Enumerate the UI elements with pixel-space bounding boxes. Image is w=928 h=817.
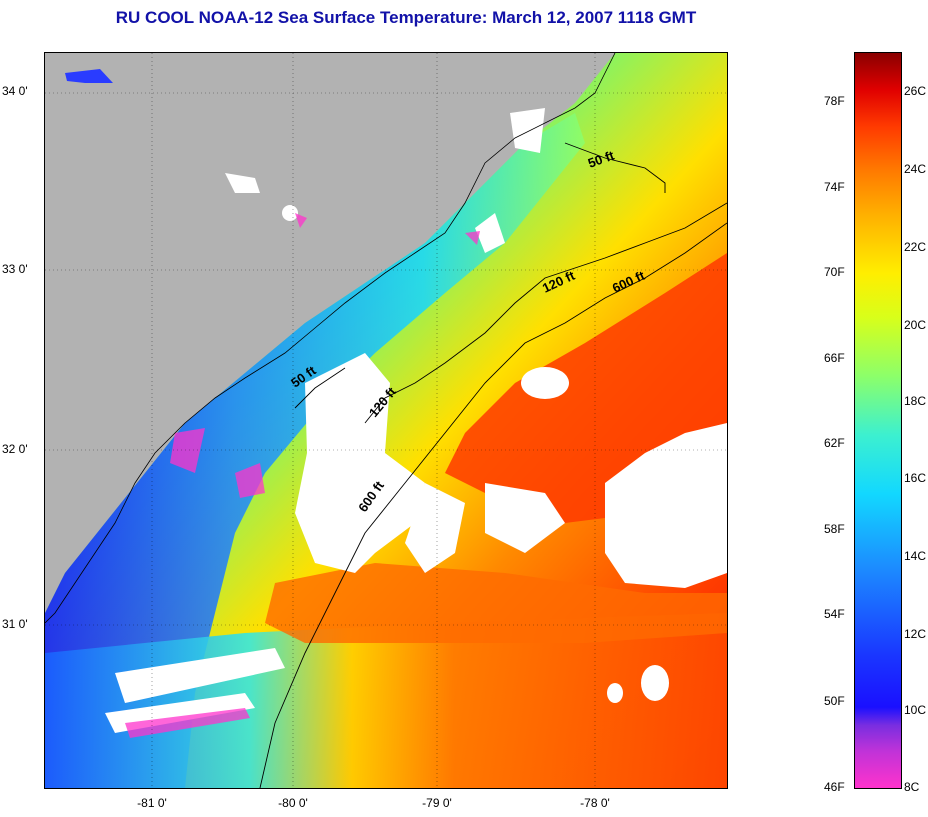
colorbar-label-24c: 24C (904, 162, 927, 176)
contour-50ft (294, 142, 666, 409)
colorbar-label-20c: 20C (904, 318, 927, 332)
colorbar-label-12c: 12C (904, 627, 927, 641)
sst-map: 50 ft 120 ft 600 ft 50 ft 120 ft 600 ft (44, 52, 728, 789)
inland-water (65, 69, 113, 83)
sst-map-image: 50 ft 120 ft 600 ft 50 ft 120 ft 600 ft (45, 53, 727, 788)
colorbar-label-58f: 58F (824, 522, 845, 536)
colorbar-label-66f: 66F (824, 351, 845, 365)
temperature-colorbar (854, 52, 902, 789)
bathymetry-contours (259, 142, 727, 788)
colorbar-label-78f: 78F (824, 94, 845, 108)
colorbar-label-26c: 26C (904, 84, 927, 98)
colorbar-label-54f: 54F (824, 607, 845, 621)
contour-120ft (364, 202, 727, 424)
colorbar-label-74f: 74F (824, 180, 845, 194)
colorbar-label-10c: 10C (904, 703, 927, 717)
shelf-water (45, 113, 585, 788)
colorbar-label-8c: 8C (904, 780, 920, 794)
lon-label-80: -80 0' (278, 796, 308, 810)
lat-label-32: 32 0' (2, 442, 28, 456)
colorbar-label-22c: 22C (904, 240, 927, 254)
colorbar-label-18c: 18C (904, 394, 927, 408)
lat-label-31: 31 0' (2, 617, 28, 631)
lon-label-81: -81 0' (137, 796, 167, 810)
cloud-cover (105, 108, 727, 733)
lat-label-33: 33 0' (2, 262, 28, 276)
warm-band (265, 563, 727, 643)
cold-fringe (125, 213, 480, 738)
coastline (45, 53, 616, 624)
colorbar-label-62f: 62F (824, 436, 845, 450)
contour-600ft (259, 222, 727, 788)
colorbar-label-14c: 14C (904, 549, 927, 563)
colorbar-label-46f: 46F (824, 780, 845, 794)
lon-label-78: -78 0' (580, 796, 610, 810)
colorbar-label-16c: 16C (904, 471, 927, 485)
colorbar-label-50f: 50F (824, 694, 845, 708)
lat-label-34: 34 0' (2, 84, 28, 98)
map-title: RU COOL NOAA-12 Sea Surface Temperature:… (115, 8, 697, 27)
colorbar-label-70f: 70F (824, 265, 845, 279)
graticule (45, 53, 727, 788)
southern-water (45, 613, 727, 788)
lon-label-79: -79 0' (422, 796, 452, 810)
